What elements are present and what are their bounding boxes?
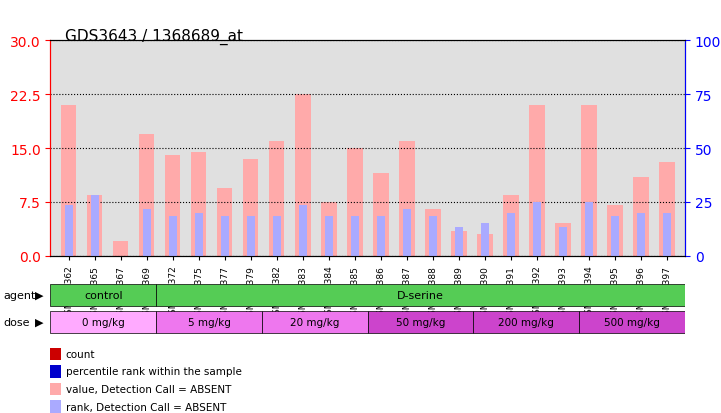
Text: value, Detection Call = ABSENT: value, Detection Call = ABSENT bbox=[66, 384, 231, 394]
Bar bbox=[377, 217, 384, 256]
Bar bbox=[165, 156, 180, 256]
Bar bbox=[50, 400, 61, 413]
Text: D-serine: D-serine bbox=[397, 290, 444, 300]
Text: 5 mg/kg: 5 mg/kg bbox=[187, 317, 231, 327]
Text: count: count bbox=[66, 349, 95, 359]
Bar bbox=[139, 134, 154, 256]
Bar bbox=[607, 206, 622, 256]
FancyBboxPatch shape bbox=[262, 311, 368, 333]
Bar bbox=[50, 383, 61, 396]
Bar bbox=[50, 348, 61, 360]
Bar bbox=[217, 188, 232, 256]
FancyBboxPatch shape bbox=[474, 311, 579, 333]
Bar bbox=[663, 213, 671, 256]
Bar bbox=[373, 174, 389, 256]
FancyBboxPatch shape bbox=[50, 311, 156, 333]
Bar bbox=[581, 106, 596, 256]
Bar bbox=[65, 206, 73, 256]
Bar bbox=[451, 231, 466, 256]
Bar bbox=[321, 202, 337, 256]
Bar bbox=[555, 224, 570, 256]
Bar bbox=[425, 209, 441, 256]
Bar bbox=[169, 217, 177, 256]
Text: ▶: ▶ bbox=[35, 317, 44, 327]
Bar bbox=[477, 235, 492, 256]
Text: 0 mg/kg: 0 mg/kg bbox=[82, 317, 125, 327]
Text: ▶: ▶ bbox=[35, 290, 44, 300]
Bar bbox=[113, 242, 128, 256]
Text: 20 mg/kg: 20 mg/kg bbox=[290, 317, 340, 327]
Bar bbox=[529, 106, 544, 256]
Bar bbox=[91, 195, 99, 256]
Bar bbox=[585, 202, 593, 256]
FancyBboxPatch shape bbox=[156, 284, 685, 306]
Text: control: control bbox=[84, 290, 123, 300]
Bar bbox=[347, 149, 363, 256]
Bar bbox=[191, 152, 206, 256]
Bar bbox=[533, 202, 541, 256]
Bar bbox=[503, 195, 518, 256]
Bar bbox=[455, 228, 463, 256]
Bar bbox=[559, 228, 567, 256]
Text: dose: dose bbox=[4, 317, 30, 327]
Text: percentile rank within the sample: percentile rank within the sample bbox=[66, 367, 242, 377]
FancyBboxPatch shape bbox=[579, 311, 685, 333]
Bar bbox=[295, 95, 311, 256]
Bar bbox=[507, 213, 515, 256]
Bar bbox=[659, 163, 675, 256]
Bar bbox=[195, 213, 203, 256]
Text: agent: agent bbox=[4, 290, 36, 300]
Bar bbox=[429, 217, 437, 256]
Text: rank, Detection Call = ABSENT: rank, Detection Call = ABSENT bbox=[66, 402, 226, 412]
Bar bbox=[351, 217, 358, 256]
Bar bbox=[481, 224, 489, 256]
Bar bbox=[273, 217, 280, 256]
Bar bbox=[324, 217, 332, 256]
FancyBboxPatch shape bbox=[156, 311, 262, 333]
Bar bbox=[399, 142, 415, 256]
Bar bbox=[143, 209, 151, 256]
Bar bbox=[298, 206, 306, 256]
Text: 50 mg/kg: 50 mg/kg bbox=[396, 317, 446, 327]
Bar bbox=[637, 213, 645, 256]
Text: 200 mg/kg: 200 mg/kg bbox=[498, 317, 554, 327]
Bar bbox=[611, 217, 619, 256]
Text: GDS3643 / 1368689_at: GDS3643 / 1368689_at bbox=[65, 29, 243, 45]
Bar bbox=[247, 217, 255, 256]
Text: 500 mg/kg: 500 mg/kg bbox=[604, 317, 660, 327]
FancyBboxPatch shape bbox=[368, 311, 474, 333]
FancyBboxPatch shape bbox=[50, 284, 156, 306]
Bar bbox=[403, 209, 411, 256]
Bar bbox=[221, 217, 229, 256]
Bar bbox=[50, 365, 61, 378]
Bar bbox=[269, 142, 285, 256]
Bar bbox=[61, 106, 76, 256]
Bar bbox=[87, 195, 102, 256]
Bar bbox=[633, 177, 649, 256]
Bar bbox=[243, 159, 259, 256]
